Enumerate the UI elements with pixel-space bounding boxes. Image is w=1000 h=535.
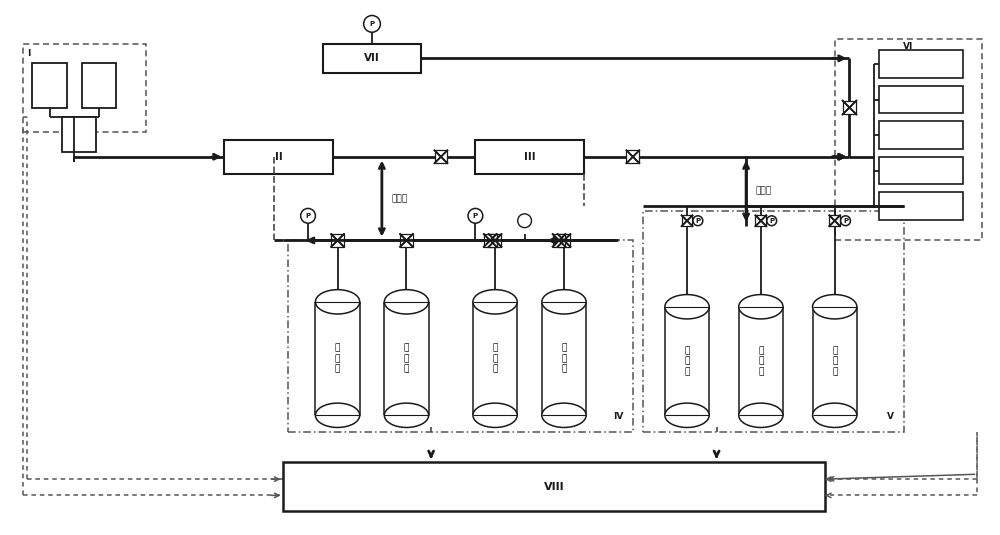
Text: I: I: [27, 49, 31, 58]
Bar: [813, 307, 857, 415]
Text: 低
压
区: 低 压 区: [335, 343, 340, 373]
Ellipse shape: [315, 403, 360, 427]
Bar: [484, 234, 497, 247]
Bar: [835, 39, 982, 240]
Bar: [643, 211, 904, 432]
Ellipse shape: [813, 295, 857, 319]
Text: P: P: [695, 218, 700, 224]
Ellipse shape: [542, 289, 586, 314]
Bar: [879, 50, 963, 78]
Circle shape: [767, 216, 777, 226]
Ellipse shape: [739, 295, 783, 319]
Bar: [384, 302, 429, 415]
Bar: [879, 157, 963, 185]
Circle shape: [364, 16, 380, 32]
Bar: [323, 43, 421, 73]
Ellipse shape: [384, 289, 429, 314]
Text: VII: VII: [364, 54, 380, 63]
Bar: [473, 302, 517, 415]
Text: VI: VI: [903, 42, 914, 51]
Bar: [224, 140, 333, 174]
Text: P: P: [769, 218, 774, 224]
Bar: [82, 63, 116, 108]
Text: 中
压
区: 中 压 区: [758, 346, 764, 376]
Bar: [879, 192, 963, 220]
Ellipse shape: [665, 403, 709, 427]
Bar: [315, 302, 360, 415]
Bar: [739, 307, 783, 415]
Bar: [435, 150, 447, 163]
Ellipse shape: [473, 289, 517, 314]
Ellipse shape: [315, 289, 360, 314]
Text: IV: IV: [613, 411, 623, 421]
Ellipse shape: [384, 403, 429, 427]
Bar: [62, 117, 96, 152]
Bar: [542, 302, 586, 415]
Ellipse shape: [813, 403, 857, 427]
Bar: [288, 240, 633, 432]
Circle shape: [841, 216, 850, 226]
Ellipse shape: [542, 403, 586, 427]
Bar: [553, 234, 565, 247]
Text: 低
压
区: 低 压 区: [404, 343, 409, 373]
Bar: [400, 234, 413, 247]
Text: 双向流: 双向流: [392, 194, 408, 203]
Text: P: P: [473, 213, 478, 219]
Circle shape: [468, 209, 483, 223]
Bar: [682, 215, 692, 226]
Bar: [843, 101, 856, 114]
Ellipse shape: [739, 403, 783, 427]
Bar: [665, 307, 709, 415]
Circle shape: [693, 216, 703, 226]
Bar: [23, 43, 146, 132]
Circle shape: [301, 209, 315, 223]
Bar: [331, 234, 344, 247]
Bar: [489, 234, 501, 247]
Ellipse shape: [665, 295, 709, 319]
Circle shape: [518, 214, 532, 227]
Text: 低
压
区: 低 压 区: [684, 346, 690, 376]
Bar: [829, 215, 840, 226]
Text: 双向流: 双向流: [756, 187, 772, 196]
Text: 高
压
区: 高 压 区: [492, 343, 498, 373]
Bar: [626, 150, 639, 163]
Bar: [32, 63, 67, 108]
Text: 高
压
区: 高 压 区: [832, 346, 837, 376]
Text: 高
压
区: 高 压 区: [561, 343, 567, 373]
Text: P: P: [305, 213, 311, 219]
Bar: [755, 215, 766, 226]
Text: III: III: [524, 152, 535, 162]
Text: P: P: [369, 21, 375, 27]
Ellipse shape: [473, 403, 517, 427]
Bar: [283, 462, 825, 511]
Text: P: P: [843, 218, 848, 224]
Bar: [879, 121, 963, 149]
Text: V: V: [887, 411, 894, 421]
Bar: [879, 86, 963, 113]
Text: VIII: VIII: [544, 482, 564, 492]
Bar: [558, 234, 570, 247]
Text: II: II: [275, 152, 282, 162]
Bar: [475, 140, 584, 174]
